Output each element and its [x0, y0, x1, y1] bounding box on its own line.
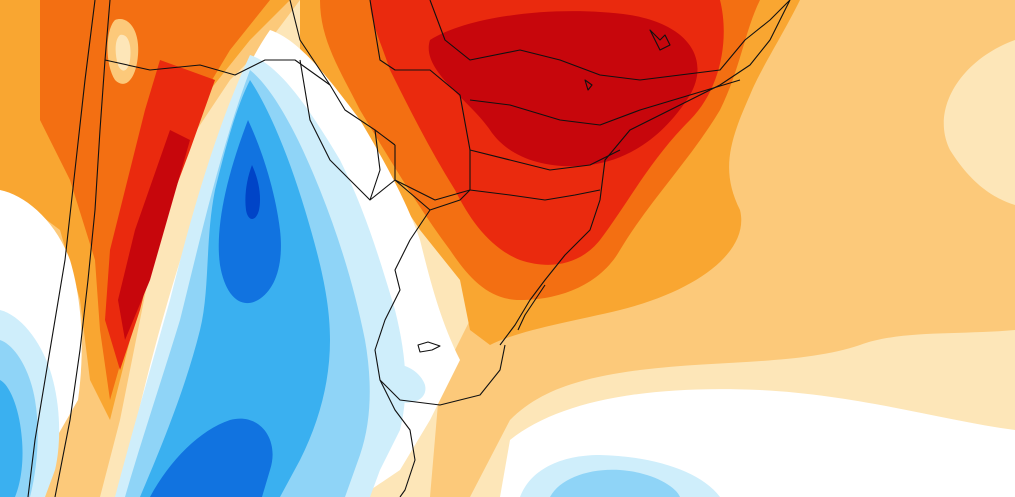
anomaly-contour-cool-3-west	[0, 380, 23, 497]
anomaly-contour-cool-1-coast	[383, 363, 426, 403]
border-uruguay	[374, 179, 506, 406]
border-brazil-states-4	[469, 189, 601, 201]
political-borders	[27, 0, 791, 497]
anomaly-contour-cool-5	[245, 165, 261, 219]
lake-paraguay	[584, 29, 671, 91]
anomaly-contour-cool-2-south	[550, 469, 680, 497]
anomaly-contour-cool-4-south	[150, 418, 273, 497]
border-paraguay	[289, 0, 471, 201]
border-rio-de-la-plata	[379, 379, 416, 497]
border-brazil-coast	[499, 0, 791, 346]
border-brazil-states	[429, 0, 791, 81]
anomaly-contour-warm-6-west	[118, 130, 190, 340]
anomaly-contour-warm-6	[428, 11, 698, 167]
lake-mirim	[417, 341, 441, 353]
border-brazil-states-3	[469, 149, 621, 171]
border-brazil-states-2	[469, 79, 741, 126]
border-andes	[54, 0, 111, 497]
lagoa-dos-patos	[517, 284, 546, 331]
anomaly-contour-warm-1-pocket	[115, 34, 131, 71]
border-argentina-interior	[299, 59, 396, 201]
border-west-coast	[27, 0, 96, 497]
border-north-argentina	[104, 59, 396, 146]
